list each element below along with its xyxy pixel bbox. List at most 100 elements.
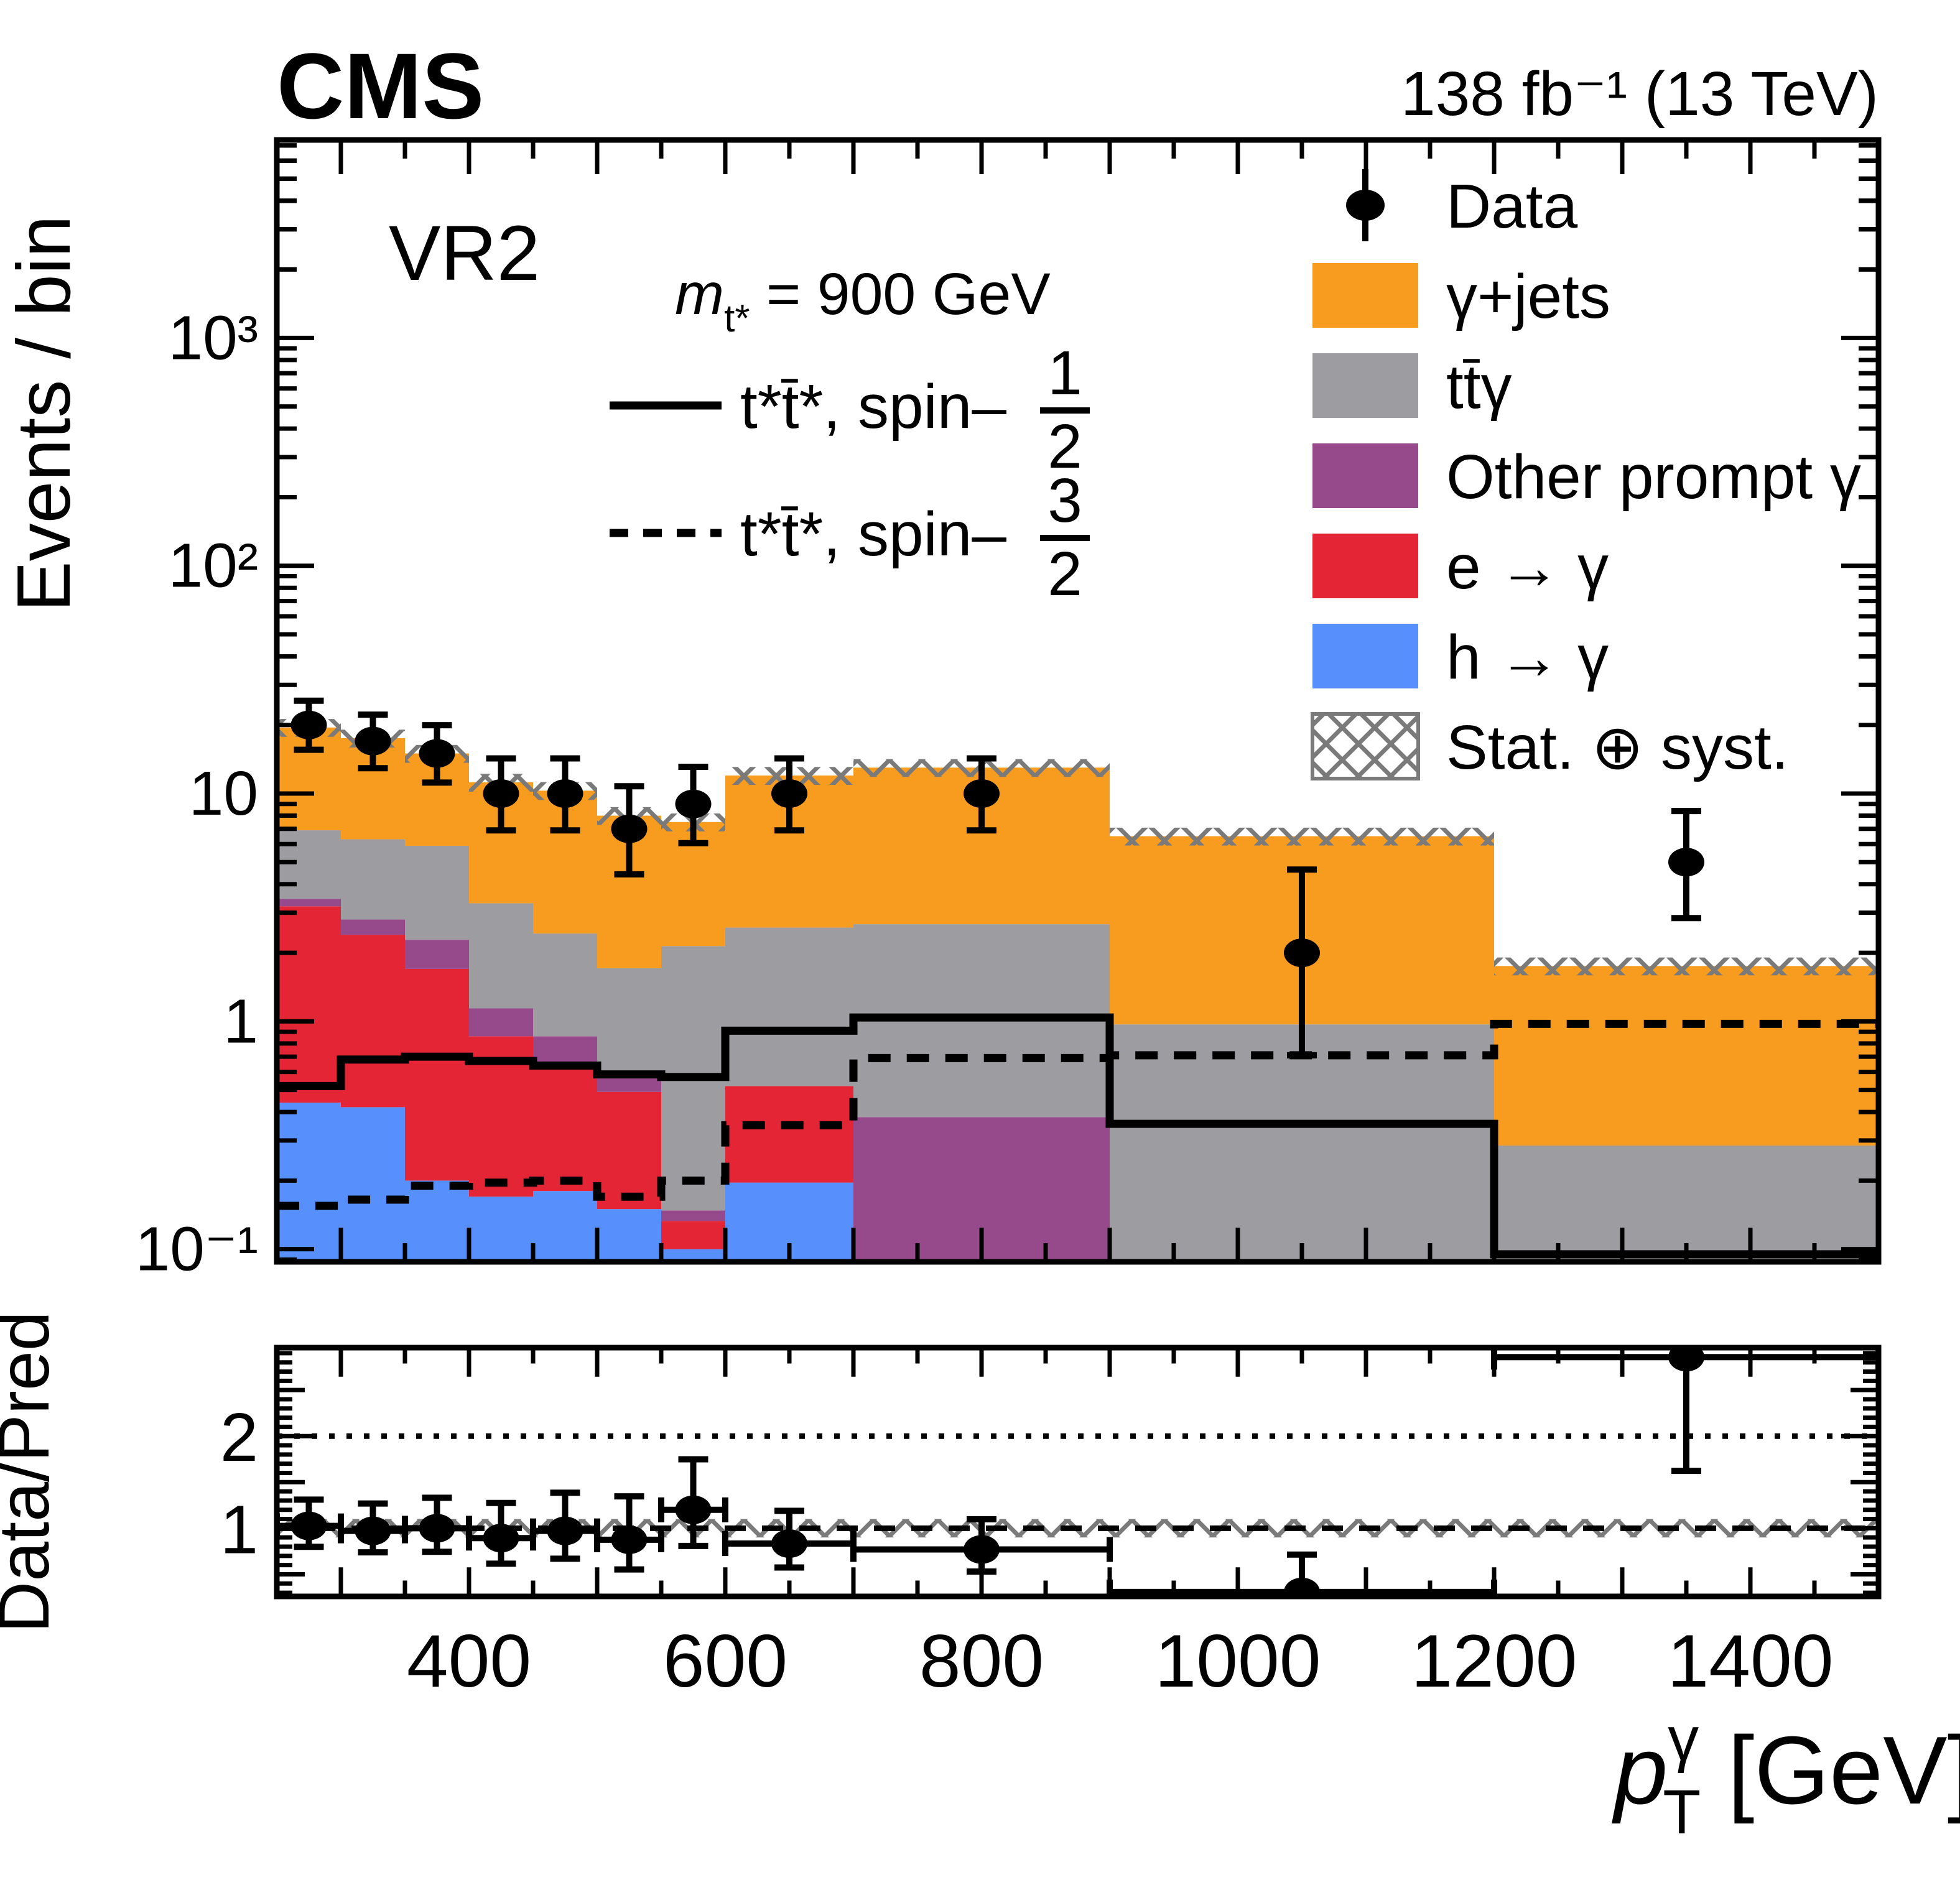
ratio-marker bbox=[419, 1514, 455, 1543]
legend-label-other: Other prompt γ bbox=[1446, 442, 1861, 512]
stack-segment-ttgamma bbox=[725, 927, 853, 1086]
legend-label-uncertainty: Stat. ⊕ syst. bbox=[1446, 713, 1789, 782]
mass-label: mt* = 900 GeV bbox=[675, 261, 1051, 340]
data-marker bbox=[547, 779, 583, 808]
ratio-marker bbox=[547, 1516, 583, 1545]
stack-segment-egamma bbox=[597, 1091, 661, 1210]
stacked-histogram bbox=[277, 719, 1879, 1262]
stack-segment-egamma bbox=[533, 1063, 597, 1192]
axis-titles: mt* = 900 GeV pγ T [GeV] bbox=[675, 261, 1960, 1847]
ratio-marker bbox=[964, 1535, 1000, 1564]
stack-segment-hgamma bbox=[469, 1197, 533, 1262]
legend-label-hgamma: h → γ bbox=[1446, 623, 1609, 692]
data-points bbox=[290, 697, 1704, 1058]
main-panel bbox=[277, 697, 1879, 1262]
ratio-tick-label: 1 bbox=[220, 1491, 258, 1568]
y-axis-title: Events / bin bbox=[1, 215, 86, 611]
legend-label-gjets: γ+jets bbox=[1446, 262, 1610, 331]
legend-label-data: Data bbox=[1446, 172, 1578, 241]
data-marker bbox=[964, 779, 1000, 808]
ratio-content bbox=[277, 1348, 1879, 1596]
legend-swatch-ttgamma bbox=[1312, 353, 1418, 418]
y-tick-label: 10³ bbox=[168, 303, 258, 373]
ratio-frame bbox=[274, 1345, 1882, 1600]
stack-segment-other bbox=[277, 899, 341, 907]
fraction-numerator: 3 bbox=[1047, 466, 1082, 535]
y-tick-label: 10 bbox=[189, 759, 258, 828]
legend-swatch-egamma bbox=[1312, 534, 1418, 598]
data-marker bbox=[1668, 848, 1704, 877]
y-tick-label: 10⁻¹ bbox=[136, 1215, 258, 1284]
stack-segment-hgamma bbox=[533, 1191, 597, 1262]
ratio-marker bbox=[483, 1524, 519, 1553]
stack-segment-other bbox=[661, 1210, 725, 1221]
ratio-y-axis-title: Data/Pred bbox=[0, 1311, 64, 1633]
stack-segment-ttgamma bbox=[533, 933, 597, 1037]
stack-segment-other bbox=[597, 1077, 661, 1092]
stack-segment-hgamma bbox=[661, 1249, 725, 1262]
signal-line-ttbar-star-spin-3/2 bbox=[277, 1019, 1879, 1210]
data-marker bbox=[1284, 938, 1320, 968]
legend-swatch-other bbox=[1312, 443, 1418, 508]
x-axis-title: pγ T [GeV] bbox=[1612, 1704, 1960, 1847]
ratio-marker bbox=[290, 1511, 327, 1540]
signal-line-ttbar-star-spin-1/2 bbox=[277, 1013, 1879, 1259]
data-marker bbox=[611, 814, 648, 843]
ratio-panel bbox=[277, 1348, 1879, 1596]
region-label: VR2 bbox=[389, 210, 540, 297]
data-marker bbox=[290, 710, 327, 739]
data-marker bbox=[771, 779, 807, 808]
stack-segment-ttgamma bbox=[597, 968, 661, 1077]
signal-legend-label: t*t̄*, spin– bbox=[740, 499, 1006, 569]
legend-label-ttgamma: tt̄γ bbox=[1446, 352, 1512, 422]
stack-segment-egamma bbox=[661, 1221, 725, 1249]
stack-segment-hgamma bbox=[597, 1209, 661, 1262]
fraction-denominator: 2 bbox=[1047, 412, 1082, 481]
x-tick-label: 400 bbox=[407, 1619, 531, 1703]
legend-swatch-gjets bbox=[1312, 263, 1418, 328]
y-tick-label: 10² bbox=[168, 531, 258, 601]
legend-label-egamma: e → γ bbox=[1446, 532, 1609, 602]
stack-segment-ttgamma bbox=[277, 830, 341, 899]
stack-segment-gjets bbox=[1494, 966, 1879, 1146]
stack-segment-hgamma bbox=[405, 1180, 469, 1262]
legend: t*t̄*, spin– 12t*t̄*, spin– 32Dataγ+jetstt… bbox=[610, 169, 1861, 782]
stack-segment-other bbox=[469, 1008, 533, 1037]
ratio-marker bbox=[355, 1516, 391, 1545]
uncertainty-band bbox=[1110, 827, 1494, 846]
data-marker bbox=[483, 779, 519, 808]
x-tick-label: 1000 bbox=[1155, 1619, 1321, 1703]
cms-label: CMS bbox=[277, 34, 484, 138]
x-tick-label: 1200 bbox=[1411, 1619, 1577, 1703]
signal-legend-label: t*t̄*, spin– bbox=[740, 372, 1006, 442]
fraction-denominator: 2 bbox=[1047, 539, 1082, 609]
stack-segment-ttgamma bbox=[469, 903, 533, 1009]
stack-segment-ttgamma bbox=[1494, 1146, 1879, 1262]
ratio-marker bbox=[675, 1495, 712, 1524]
stack-segment-ttgamma bbox=[405, 845, 469, 940]
legend-swatch-hgamma bbox=[1312, 624, 1418, 688]
stack-segment-other bbox=[405, 940, 469, 969]
data-marker bbox=[355, 726, 391, 756]
x-tick-label: 1400 bbox=[1668, 1619, 1834, 1703]
stack-segment-egamma bbox=[405, 968, 469, 1181]
stack-segment-ttgamma bbox=[341, 839, 405, 920]
stack-segment-hgamma bbox=[341, 1107, 405, 1262]
ratio-marker bbox=[771, 1529, 807, 1558]
x-tick-label: 600 bbox=[663, 1619, 787, 1703]
fraction-numerator: 1 bbox=[1047, 338, 1082, 408]
lumi-label: 138 fb⁻¹ (13 TeV) bbox=[1401, 59, 1879, 129]
y-tick-label: 1 bbox=[223, 986, 258, 1056]
legend-swatch-uncertainty bbox=[1311, 712, 1420, 780]
data-marker bbox=[419, 739, 455, 768]
stack-segment-egamma bbox=[725, 1086, 853, 1183]
stack-segment-ttgamma bbox=[1110, 1024, 1494, 1262]
stack-segment-egamma bbox=[341, 935, 405, 1108]
uncertainty-band bbox=[1494, 957, 1879, 976]
ratio-tick-label: 2 bbox=[220, 1399, 258, 1476]
x-tick-label: 800 bbox=[919, 1619, 1044, 1703]
data-marker bbox=[675, 789, 712, 818]
stack-segment-other bbox=[341, 919, 405, 935]
